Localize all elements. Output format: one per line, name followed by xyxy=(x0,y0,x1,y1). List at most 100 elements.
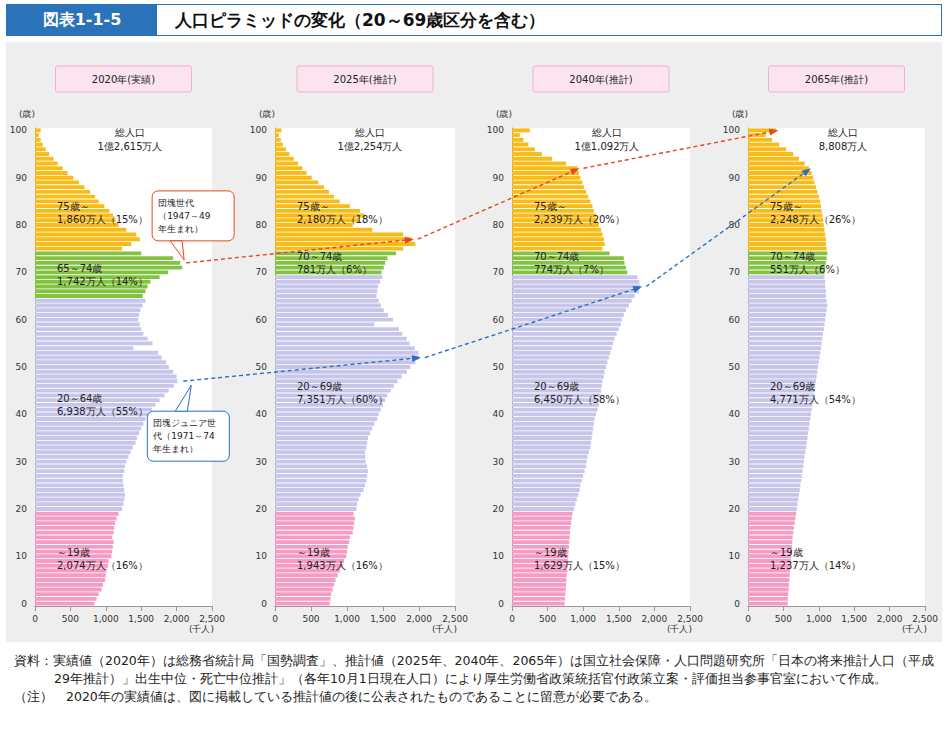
svg-text:60: 60 xyxy=(16,315,28,325)
svg-text:1,500: 1,500 xyxy=(370,614,396,624)
svg-text:30: 30 xyxy=(256,457,268,467)
svg-text:80: 80 xyxy=(256,220,268,230)
svg-text:6,450万人（58%）: 6,450万人（58%） xyxy=(534,394,625,405)
svg-text:100: 100 xyxy=(487,125,504,135)
svg-text:1,000: 1,000 xyxy=(806,614,832,624)
svg-text:80: 80 xyxy=(16,220,28,230)
svg-text:75歳～: 75歳～ xyxy=(770,201,803,212)
svg-text:0: 0 xyxy=(261,599,267,609)
svg-text:1億2,254万人: 1億2,254万人 xyxy=(338,141,403,152)
svg-text:500: 500 xyxy=(775,614,792,624)
svg-text:2,000: 2,000 xyxy=(164,614,190,624)
svg-text:20: 20 xyxy=(729,504,741,514)
svg-text:65～74歳: 65～74歳 xyxy=(57,263,102,274)
svg-text:70: 70 xyxy=(16,267,28,277)
svg-text:7,351万人（60%）: 7,351万人（60%） xyxy=(297,394,388,405)
svg-text:40: 40 xyxy=(493,409,505,419)
svg-text:80: 80 xyxy=(493,220,505,230)
svg-text:774万人（7%）: 774万人（7%） xyxy=(534,264,609,275)
svg-text:（1947～49: （1947～49 xyxy=(158,211,211,221)
svg-text:50: 50 xyxy=(256,362,268,372)
svg-text:70～74歳: 70～74歳 xyxy=(534,251,579,262)
svg-text:500: 500 xyxy=(62,614,79,624)
svg-text:100: 100 xyxy=(250,125,267,135)
svg-text:0: 0 xyxy=(745,614,751,624)
svg-text:～19歳: ～19歳 xyxy=(57,547,90,558)
svg-text:90: 90 xyxy=(729,173,741,183)
svg-text:0: 0 xyxy=(32,614,38,624)
svg-text:20: 20 xyxy=(493,504,505,514)
svg-text:(歳): (歳) xyxy=(259,109,275,119)
svg-text:1,742万人（14%）: 1,742万人（14%） xyxy=(57,276,148,287)
svg-text:(歳): (歳) xyxy=(732,109,748,119)
svg-text:総人口: 総人口 xyxy=(114,127,145,138)
svg-text:1,000: 1,000 xyxy=(93,614,119,624)
svg-text:75歳～: 75歳～ xyxy=(297,201,330,212)
svg-text:総人口: 総人口 xyxy=(827,127,858,138)
svg-text:団塊ジュニア世: 団塊ジュニア世 xyxy=(153,418,216,428)
svg-text:40: 40 xyxy=(256,409,268,419)
svg-text:30: 30 xyxy=(729,457,741,467)
svg-text:100: 100 xyxy=(723,125,740,135)
svg-text:～19歳: ～19歳 xyxy=(534,547,567,558)
svg-text:10: 10 xyxy=(729,551,741,561)
svg-text:100: 100 xyxy=(10,125,27,135)
svg-text:20～69歳: 20～69歳 xyxy=(297,381,342,392)
svg-text:90: 90 xyxy=(256,173,268,183)
svg-text:1,860万人（15%）: 1,860万人（15%） xyxy=(57,214,148,225)
svg-text:2,180万人（18%）: 2,180万人（18%） xyxy=(297,214,388,225)
svg-text:70～74歳: 70～74歳 xyxy=(770,251,815,262)
svg-text:年生まれ）: 年生まれ） xyxy=(158,224,203,234)
svg-text:30: 30 xyxy=(16,457,28,467)
svg-text:50: 50 xyxy=(16,362,28,372)
svg-text:60: 60 xyxy=(729,315,741,325)
svg-text:70: 70 xyxy=(256,267,268,277)
svg-text:10: 10 xyxy=(493,551,505,561)
svg-text:(千人): (千人) xyxy=(432,624,457,634)
svg-text:1億1,092万人: 1億1,092万人 xyxy=(575,141,640,152)
svg-text:団塊世代: 団塊世代 xyxy=(158,198,194,208)
svg-text:60: 60 xyxy=(256,315,268,325)
svg-text:8,808万人: 8,808万人 xyxy=(819,141,868,152)
svg-text:2,500: 2,500 xyxy=(442,614,468,624)
svg-text:80: 80 xyxy=(729,220,741,230)
svg-text:500: 500 xyxy=(302,614,319,624)
svg-text:2040年(推計): 2040年(推計) xyxy=(569,74,632,85)
svg-text:0: 0 xyxy=(21,599,27,609)
svg-text:50: 50 xyxy=(729,362,741,372)
svg-text:2,500: 2,500 xyxy=(199,614,225,624)
svg-text:20～64歳: 20～64歳 xyxy=(57,393,102,404)
svg-text:総人口: 総人口 xyxy=(354,127,385,138)
svg-text:40: 40 xyxy=(729,409,741,419)
svg-text:6,938万人（55%）: 6,938万人（55%） xyxy=(57,406,148,417)
svg-text:70～74歳: 70～74歳 xyxy=(297,251,342,262)
svg-text:70: 70 xyxy=(493,267,505,277)
svg-text:20: 20 xyxy=(256,504,268,514)
svg-text:70: 70 xyxy=(729,267,741,277)
svg-text:(千人): (千人) xyxy=(189,624,214,634)
svg-text:20: 20 xyxy=(16,504,28,514)
svg-text:代（1971～74: 代（1971～74 xyxy=(152,431,215,441)
svg-text:781万人（6%）: 781万人（6%） xyxy=(297,264,372,275)
svg-text:40: 40 xyxy=(16,409,28,419)
svg-text:500: 500 xyxy=(539,614,556,624)
svg-text:2,248万人（26%）: 2,248万人（26%） xyxy=(770,214,861,225)
svg-text:10: 10 xyxy=(256,551,268,561)
svg-text:1,943万人（16%）: 1,943万人（16%） xyxy=(297,560,388,571)
svg-text:20～69歳: 20～69歳 xyxy=(534,381,579,392)
svg-text:0: 0 xyxy=(734,599,740,609)
svg-text:1億2,615万人: 1億2,615万人 xyxy=(98,141,163,152)
svg-text:～19歳: ～19歳 xyxy=(770,547,803,558)
svg-text:75歳～: 75歳～ xyxy=(57,201,90,212)
svg-text:2,000: 2,000 xyxy=(642,614,668,624)
svg-text:1,000: 1,000 xyxy=(570,614,596,624)
svg-text:2025年(推計): 2025年(推計) xyxy=(333,74,396,85)
svg-text:0: 0 xyxy=(498,599,504,609)
svg-text:1,000: 1,000 xyxy=(334,614,360,624)
svg-text:4,771万人（54%）: 4,771万人（54%） xyxy=(770,394,861,405)
svg-text:1,500: 1,500 xyxy=(128,614,154,624)
svg-text:1,237万人（14%）: 1,237万人（14%） xyxy=(770,560,861,571)
svg-text:90: 90 xyxy=(16,173,28,183)
svg-text:30: 30 xyxy=(493,457,505,467)
svg-text:2,074万人（16%）: 2,074万人（16%） xyxy=(57,560,148,571)
